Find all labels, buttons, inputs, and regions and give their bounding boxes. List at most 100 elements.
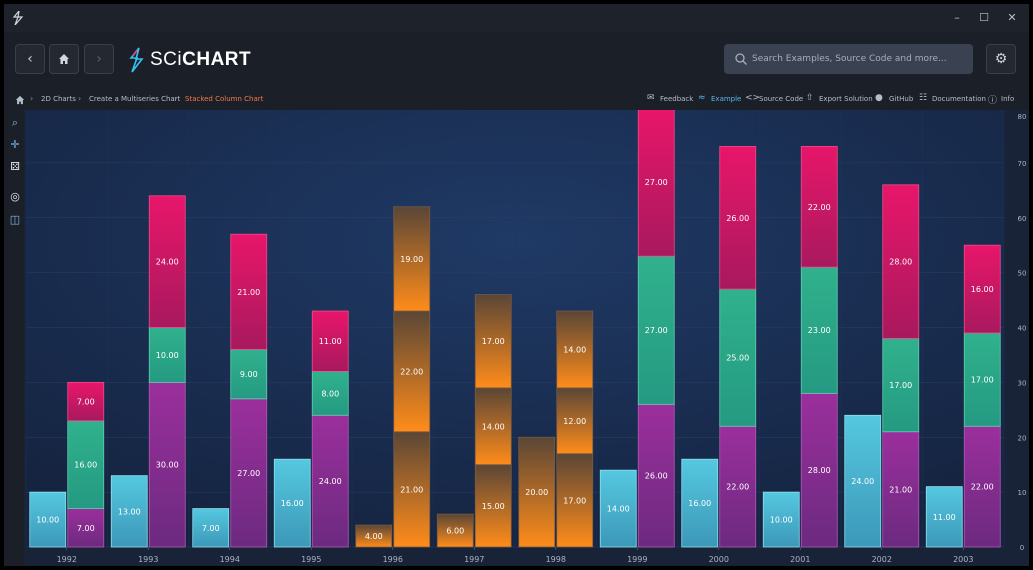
- search-box[interactable]: [724, 44, 973, 74]
- bar-pink-2002[interactable]: [882, 184, 920, 339]
- bar-cyan-1995[interactable]: [273, 458, 311, 548]
- x-tick-label-1998: 1998: [546, 555, 566, 564]
- data-label-orange-top-1998: 14.00: [563, 345, 586, 354]
- brand: SCiCHART: [128, 47, 251, 73]
- breadcrumb-item-multiseries[interactable]: Create a Multiseries Chart: [89, 95, 181, 103]
- close-button[interactable]: ✕: [1007, 11, 1017, 24]
- y-tick-label-40: 40: [1018, 325, 1027, 333]
- bar-orange-top-1998[interactable]: [556, 310, 594, 389]
- bar-pink-1994[interactable]: [230, 233, 268, 350]
- bar-purple-1995[interactable]: [311, 414, 349, 548]
- bar-purple-2002[interactable]: [882, 431, 920, 548]
- data-label-orange-middle-1997: 14.00: [482, 422, 505, 431]
- bar-orange-bottom-1997[interactable]: [474, 464, 512, 548]
- bar-pink-1999[interactable]: [637, 110, 675, 257]
- bar-purple-2001[interactable]: [800, 392, 838, 548]
- maximize-button[interactable]: ☐: [979, 11, 989, 24]
- data-label-purple-2001: 28.00: [808, 466, 831, 475]
- export-solution-link[interactable]: Export Solution: [819, 95, 873, 103]
- gear-icon: ⚙: [994, 51, 1008, 67]
- title-bar: – ☐ ✕: [4, 4, 1029, 32]
- back-button[interactable]: ‹: [15, 44, 45, 74]
- breadcrumb-item-2d-charts[interactable]: 2D Charts: [41, 95, 76, 103]
- bar-cyan-1994[interactable]: [192, 508, 230, 548]
- zoom-icon[interactable]: ⌕: [11, 116, 19, 129]
- bar-teal-1999[interactable]: [637, 255, 675, 405]
- zoom-extents-icon[interactable]: ⚄: [10, 160, 20, 173]
- github-link[interactable]: GitHub: [889, 95, 914, 103]
- data-label-cyan-1999: 14.00: [607, 505, 630, 514]
- bar-pink-2001[interactable]: [800, 146, 838, 268]
- split-icon[interactable]: ◫: [9, 213, 21, 226]
- bar-pink-1995[interactable]: [311, 310, 349, 372]
- data-label-cyan-2003: 11.00: [933, 513, 956, 522]
- bar-pink-2003[interactable]: [963, 244, 1001, 334]
- data-label-pink-2001: 22.00: [808, 203, 831, 212]
- bar-purple-1993[interactable]: [148, 381, 186, 548]
- home-icon[interactable]: [15, 95, 25, 105]
- y-tick-label-10: 10: [1018, 489, 1027, 497]
- bar-purple-1992[interactable]: [67, 508, 105, 548]
- data-label-orange-middle-1996: 22.00: [400, 367, 423, 376]
- minimize-button[interactable]: –: [954, 11, 960, 24]
- bar-purple-2000[interactable]: [719, 425, 757, 548]
- chart-svg: 10.00 7.00 16.00 7.00 13.00 30.00 10.00 24.00 7.…: [24, 110, 1029, 566]
- bar-cyan-2000[interactable]: [681, 458, 719, 548]
- bar-teal-2002[interactable]: [882, 338, 920, 433]
- data-label-teal-2003: 17.00: [971, 376, 994, 385]
- data-label-teal-1999: 27.00: [645, 326, 668, 335]
- bar-teal-2000[interactable]: [719, 288, 757, 427]
- bar-cyan-1992[interactable]: [29, 491, 67, 548]
- bar-orange-middle-1997[interactable]: [474, 387, 512, 466]
- bar-purple-2003[interactable]: [963, 425, 1001, 548]
- navigation-bar: ‹ › SCiCHART ⚙: [4, 32, 1029, 90]
- bar-purple-1999[interactable]: [637, 403, 675, 548]
- x-tick-label-1994: 1994: [220, 555, 240, 564]
- data-label-purple-1992: 7.00: [77, 524, 95, 533]
- bar-pink-1993[interactable]: [148, 195, 186, 328]
- bar-orange-middle-1996[interactable]: [393, 310, 431, 433]
- settings-button[interactable]: ⚙: [986, 44, 1016, 74]
- chevron-right-icon: ›: [96, 51, 102, 67]
- data-label-orange-left-1996: 4.00: [365, 532, 383, 541]
- data-label-orange-top-1997: 17.00: [482, 337, 505, 346]
- bar-teal-1994[interactable]: [230, 349, 268, 400]
- data-label-pink-1995: 11.00: [319, 337, 342, 346]
- rollover-icon[interactable]: ◎: [10, 190, 20, 203]
- bar-purple-1994[interactable]: [230, 398, 268, 548]
- forward-button[interactable]: ›: [84, 44, 114, 74]
- stacked-column-chart[interactable]: 10.00 7.00 16.00 7.00 13.00 30.00 10.00 24.00 7.…: [24, 110, 1029, 566]
- data-label-cyan-2002: 24.00: [851, 477, 874, 486]
- bar-cyan-1993[interactable]: [110, 475, 148, 548]
- bar-teal-1992[interactable]: [67, 420, 105, 509]
- document-icon: ☷: [919, 93, 928, 103]
- bar-orange-top-1996[interactable]: [393, 206, 431, 312]
- data-label-teal-1993: 10.00: [156, 351, 179, 360]
- bar-teal-1995[interactable]: [311, 370, 349, 416]
- pan-icon[interactable]: ✛: [10, 138, 20, 151]
- source-code-link[interactable]: Source Code: [759, 95, 804, 103]
- bar-cyan-2003[interactable]: [925, 486, 963, 548]
- bar-pink-1992[interactable]: [67, 381, 105, 422]
- bar-teal-2001[interactable]: [800, 266, 838, 394]
- chart-line-icon: ≈: [698, 93, 706, 103]
- info-link[interactable]: Info: [1001, 95, 1015, 103]
- bar-cyan-1999[interactable]: [599, 469, 637, 548]
- feedback-icon: ✉: [647, 93, 655, 103]
- bar-teal-1993[interactable]: [148, 327, 186, 383]
- search-input[interactable]: [752, 44, 967, 74]
- bar-orange-top-1997[interactable]: [474, 294, 512, 389]
- bar-orange-left-1997[interactable]: [436, 513, 474, 548]
- x-tick-label-1997: 1997: [464, 555, 484, 564]
- example-link[interactable]: Example: [711, 95, 742, 103]
- x-tick-label-1999: 1999: [627, 555, 647, 564]
- bar-orange-left-1996[interactable]: [355, 524, 393, 548]
- home-button[interactable]: [49, 44, 79, 74]
- bar-orange-left-1998[interactable]: [518, 436, 556, 548]
- bar-cyan-2001[interactable]: [762, 491, 800, 548]
- bar-cyan-2002[interactable]: [844, 414, 882, 548]
- feedback-link[interactable]: Feedback: [660, 95, 694, 103]
- documentation-link[interactable]: Documentation: [932, 95, 986, 103]
- bar-pink-2000[interactable]: [719, 146, 757, 290]
- scichart-logo-icon: [12, 11, 24, 25]
